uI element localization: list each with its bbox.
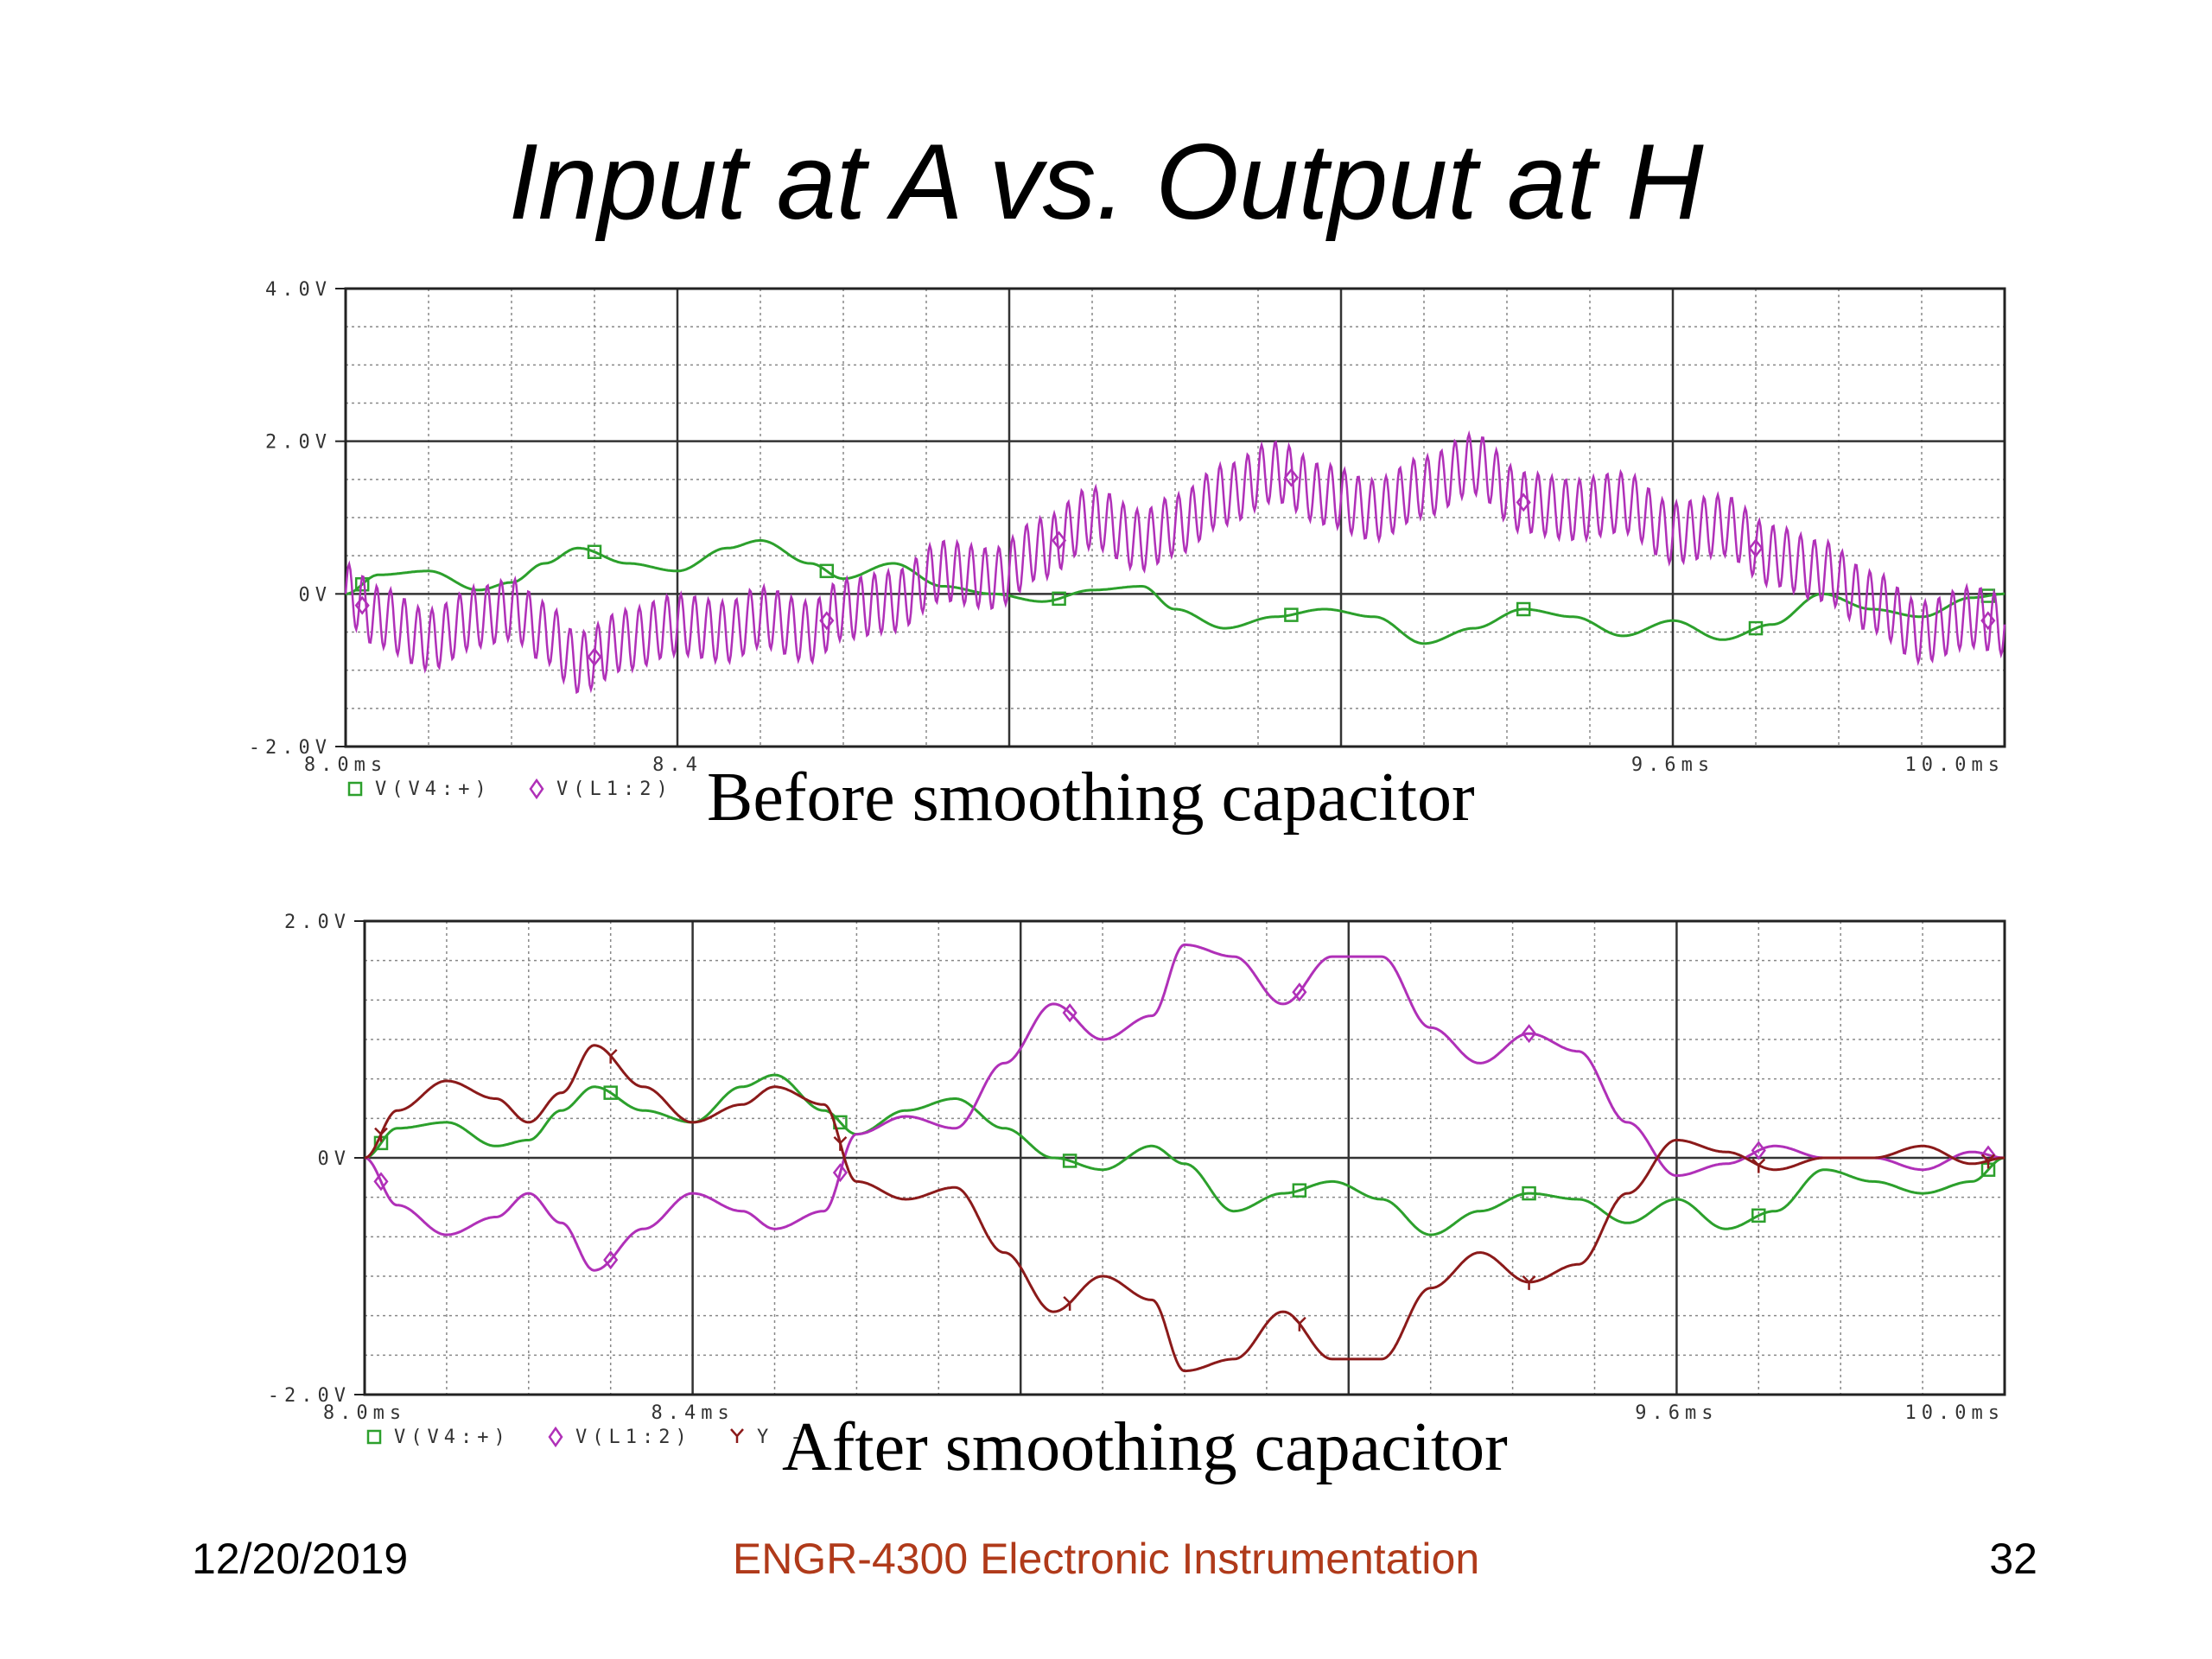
y-tick-label: 2.0V <box>265 432 332 454</box>
data-marker-cross <box>1063 1295 1077 1311</box>
data-marker-square <box>1292 1183 1307 1198</box>
footer-course: ENGR-4300 Electronic Instrumentation <box>732 1535 1480 1583</box>
x-tick-label: 8.0ms <box>323 1402 406 1424</box>
x-tick-label: 8.4ms <box>651 1402 734 1424</box>
legend-marker-square <box>347 781 363 797</box>
data-marker-square <box>1751 1208 1766 1224</box>
legend-marker-square <box>366 1429 382 1445</box>
legend-label: V(V4:+) <box>394 1427 511 1448</box>
data-marker-diamond <box>1748 538 1764 558</box>
data-marker-cross <box>833 1135 848 1151</box>
series-line-0 <box>346 539 2005 645</box>
data-marker-square <box>587 544 602 559</box>
x-tick-label: 9.6ms <box>1631 754 1714 776</box>
data-marker-square <box>1062 1154 1077 1168</box>
series-line-1 <box>344 429 2006 695</box>
x-tick-label: 8.4 <box>652 754 702 776</box>
series-line-1 <box>364 943 2005 1272</box>
data-marker-diamond <box>1283 467 1299 487</box>
x-tick-label: 9.6ms <box>1635 1402 1718 1424</box>
data-marker-diamond <box>373 1172 389 1192</box>
legend-label: V(L1:2) <box>556 779 673 800</box>
data-marker-cross <box>1981 1154 1995 1169</box>
x-tick-label: 10.0ms <box>1905 754 2005 776</box>
series-line-0 <box>364 1073 2005 1236</box>
data-marker-diamond <box>354 595 370 615</box>
data-marker-square <box>1052 591 1066 607</box>
data-marker-diamond <box>1516 493 1531 512</box>
footer-date: 12/20/2019 <box>192 1535 409 1583</box>
data-marker-diamond <box>1980 611 1996 631</box>
legend-marker-diamond <box>548 1426 563 1448</box>
data-marker-cross <box>1292 1316 1306 1332</box>
data-marker-diamond <box>1751 1141 1766 1160</box>
data-marker-diamond <box>1521 1024 1537 1044</box>
x-tick-label: 10.0ms <box>1905 1402 2005 1424</box>
data-marker-square <box>603 1085 618 1100</box>
data-marker-square <box>1284 607 1299 622</box>
x-tick-label: 8.0ms <box>304 754 387 776</box>
data-marker-cross <box>374 1127 388 1142</box>
footer-page-number: 32 <box>1989 1535 2037 1583</box>
data-marker-diamond <box>587 647 602 667</box>
plot-frame <box>344 287 2006 748</box>
data-marker-square <box>819 563 835 579</box>
data-marker-diamond <box>819 611 835 631</box>
data-marker-square <box>1748 620 1764 636</box>
data-marker-square <box>1522 1185 1536 1201</box>
legend-label: Y - <box>757 1427 807 1448</box>
slide-title: Input at A vs. Output at H <box>508 123 1704 242</box>
y-tick-label: -2.0V <box>249 737 332 759</box>
y-tick-label: -2.0V <box>268 1385 351 1407</box>
y-tick-label: 0V <box>318 1148 352 1170</box>
data-marker-diamond <box>1292 982 1307 1002</box>
legend-marker-diamond <box>529 778 544 800</box>
data-marker-diamond <box>1062 1003 1077 1023</box>
caption-after: After smoothing capacitor <box>782 1409 1508 1485</box>
data-marker-cross <box>1751 1158 1766 1173</box>
plot-before-smoothing: 4.0V 2.0V 0V -2.0V8.0ms 8.4 9.6ms 10.0ms V(V4:+… <box>249 279 2006 800</box>
y-tick-label: 2.0V <box>284 912 351 933</box>
y-tick-label: 4.0V <box>265 279 332 301</box>
y-tick-label: 0V <box>299 584 333 606</box>
legend-label: V(L1:2) <box>575 1427 692 1448</box>
data-marker-diamond <box>832 1163 849 1183</box>
data-marker-cross <box>1522 1274 1536 1290</box>
data-marker-diamond <box>1052 531 1067 550</box>
plot-after-smoothing: 2.0V 0V -2.0V8.0ms 8.4ms 9.6ms 10.0ms V(V4:+) V… <box>268 912 2006 1448</box>
legend-label: V(V4:+) <box>375 779 492 800</box>
data-marker-square <box>1516 601 1531 617</box>
series-line-2 <box>364 1044 2005 1373</box>
data-marker-diamond <box>603 1250 619 1270</box>
data-marker-cross <box>603 1048 618 1064</box>
caption-before: Before smoothing capacitor <box>707 760 1475 836</box>
legend-marker-cross <box>730 1428 744 1443</box>
